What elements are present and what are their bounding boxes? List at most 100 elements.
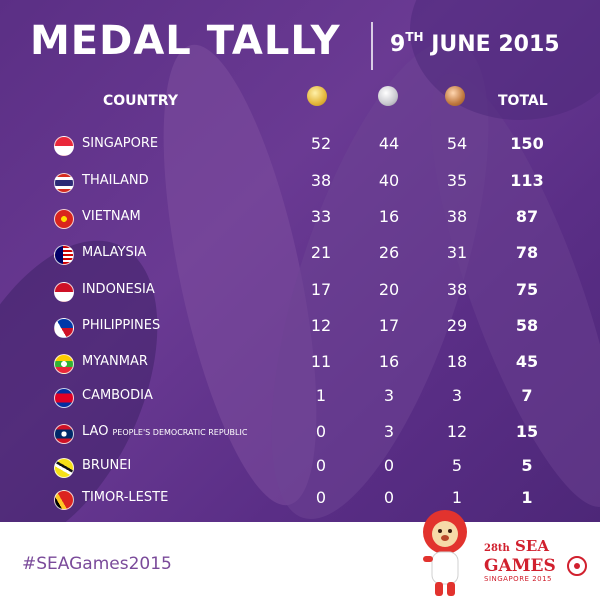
country-name: MALAYSIA — [82, 245, 147, 260]
total-count: 75 — [515, 280, 539, 299]
bronze-count: 38 — [446, 207, 468, 226]
purple-background: MEDAL TALLY 9TH JUNE 2015 COUNTRY TOTAL … — [0, 0, 600, 522]
hashtag: #SEAGames2015 — [22, 554, 172, 574]
logo-name-line1: SEA — [515, 537, 549, 555]
country-name: TIMOR-LESTE — [82, 490, 169, 505]
country-name: MYANMAR — [82, 354, 148, 369]
brunei-flag-icon — [54, 458, 74, 478]
silver-count: 3 — [383, 422, 395, 441]
table-row: BRUNEI 0 0 5 5 — [0, 452, 600, 480]
total-count: 7 — [521, 386, 533, 405]
date-suffix: TH — [405, 30, 424, 44]
silver-count: 40 — [378, 171, 400, 190]
gold-count: 33 — [310, 207, 332, 226]
table-row: LAO PEOPLE'S DEMOCRATIC REPUBLIC 0 3 12 1… — [0, 418, 600, 446]
gold-count: 0 — [315, 456, 327, 475]
total-count: 45 — [515, 352, 539, 371]
silver-medal-icon — [378, 86, 398, 106]
country-name: THAILAND — [82, 173, 149, 188]
silver-count: 20 — [378, 280, 400, 299]
indonesia-flag-icon — [54, 282, 74, 302]
bronze-count: 12 — [446, 422, 468, 441]
bronze-count: 1 — [451, 488, 463, 507]
total-count: 1 — [521, 488, 533, 507]
country-name: BRUNEI — [82, 458, 132, 473]
gold-count: 1 — [315, 386, 327, 405]
date-day: 9 — [390, 32, 406, 57]
country-name-sub: PEOPLE'S DEMOCRATIC REPUBLIC — [112, 428, 248, 437]
logo-edition: 28th — [484, 543, 510, 554]
silver-count: 3 — [383, 386, 395, 405]
table-row: CAMBODIA 1 3 3 7 — [0, 382, 600, 410]
total-count: 58 — [515, 316, 539, 335]
total-count: 5 — [521, 456, 533, 475]
table-row: MYANMAR 11 16 18 45 — [0, 348, 600, 376]
silver-count: 16 — [378, 207, 400, 226]
country-name: VIETNAM — [82, 209, 141, 224]
silver-count: 17 — [378, 316, 400, 335]
gold-count: 17 — [310, 280, 332, 299]
bronze-count: 31 — [446, 243, 468, 262]
bronze-medal-icon — [445, 86, 465, 106]
bronze-count: 3 — [451, 386, 463, 405]
thailand-flag-icon — [54, 173, 74, 193]
page-title: MEDAL TALLY — [30, 18, 341, 64]
country-name: SINGAPORE — [82, 136, 159, 151]
lion-mascot-icon — [423, 510, 467, 596]
bronze-count: 5 — [451, 456, 463, 475]
malaysia-flag-icon — [54, 245, 74, 265]
logo-name-line2: GAMES — [484, 556, 556, 576]
table-row: PHILIPPINES 12 17 29 58 — [0, 312, 600, 340]
silver-count: 44 — [378, 134, 400, 153]
silver-count: 26 — [378, 243, 400, 262]
gold-count: 38 — [310, 171, 332, 190]
country-name: CAMBODIA — [82, 388, 153, 403]
bronze-count: 35 — [446, 171, 468, 190]
bronze-count: 29 — [446, 316, 468, 335]
table-row: MALAYSIA 21 26 31 78 — [0, 239, 600, 267]
table-row: VIETNAM 33 16 38 87 — [0, 203, 600, 231]
bronze-count: 38 — [446, 280, 468, 299]
bronze-count: 54 — [446, 134, 468, 153]
total-count: 78 — [515, 243, 539, 262]
table-row: SINGAPORE 52 44 54 150 — [0, 130, 600, 158]
logo-subtitle: SINGAPORE 2015 — [484, 575, 553, 583]
bronze-count: 18 — [446, 352, 468, 371]
table-row: TIMOR-LESTE 0 0 1 1 — [0, 484, 600, 512]
date-label: 9TH JUNE 2015 — [390, 30, 560, 57]
title-divider — [371, 22, 373, 70]
gold-count: 12 — [310, 316, 332, 335]
country-header: COUNTRY — [103, 93, 178, 109]
gold-count: 52 — [310, 134, 332, 153]
total-count: 113 — [510, 171, 544, 190]
myanmar-flag-icon — [54, 354, 74, 374]
total-count: 15 — [515, 422, 539, 441]
timor-leste-flag-icon — [54, 490, 74, 510]
country-name: PHILIPPINES — [82, 318, 161, 333]
total-header: TOTAL — [498, 93, 548, 109]
gold-count: 0 — [315, 488, 327, 507]
country-name: INDONESIA — [82, 282, 155, 297]
silver-count: 16 — [378, 352, 400, 371]
table-row: INDONESIA 17 20 38 75 — [0, 276, 600, 304]
gold-count: 21 — [310, 243, 332, 262]
gold-count: 0 — [315, 422, 327, 441]
singapore-flag-icon — [54, 136, 74, 156]
country-name-main: LAO — [82, 424, 109, 439]
sea-games-logo: 28th SEA GAMES SINGAPORE 2015 — [484, 538, 594, 596]
gold-medal-icon — [307, 86, 327, 106]
table-row: THAILAND 38 40 35 113 — [0, 167, 600, 195]
laos-flag-icon — [54, 424, 74, 444]
silver-count: 0 — [383, 456, 395, 475]
country-name: LAO PEOPLE'S DEMOCRATIC REPUBLIC — [82, 424, 247, 439]
total-count: 150 — [510, 134, 544, 153]
date-rest: JUNE 2015 — [431, 32, 560, 57]
philippines-flag-icon — [54, 318, 74, 338]
cambodia-flag-icon — [54, 388, 74, 408]
gold-count: 11 — [310, 352, 332, 371]
sea-games-emblem-icon — [567, 556, 587, 576]
vietnam-flag-icon — [54, 209, 74, 229]
total-count: 87 — [515, 207, 539, 226]
silver-count: 0 — [383, 488, 395, 507]
